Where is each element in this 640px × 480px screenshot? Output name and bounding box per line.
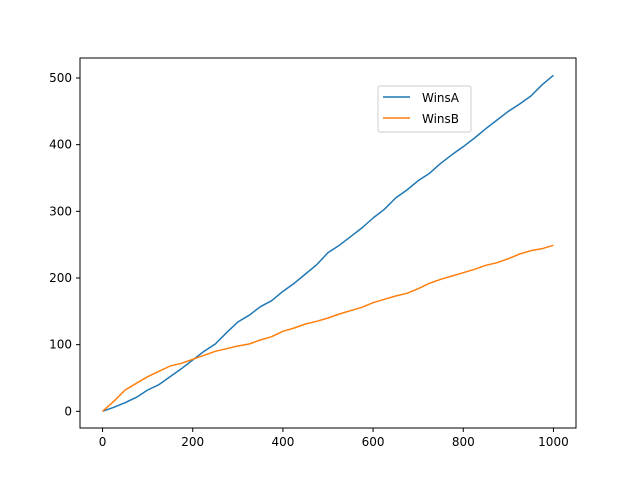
y-tick-label: 100 (49, 338, 72, 352)
x-tick-label: 1000 (538, 435, 569, 449)
series-lines (102, 74, 554, 413)
x-tick-label: 200 (181, 435, 204, 449)
y-tick-label: 200 (49, 271, 72, 285)
x-tick-label: 0 (99, 435, 107, 449)
x-axis-ticks: 0 200 400 600 800 1000 (99, 428, 569, 449)
y-axis-ticks: 0 100 200 300 400 500 (49, 71, 80, 418)
x-tick-label: 400 (271, 435, 294, 449)
y-tick-label: 500 (49, 71, 72, 85)
series-line-winsa (102, 74, 554, 413)
legend: WinsA WinsB (377, 85, 472, 133)
legend-label-winsb: WinsB (422, 112, 459, 126)
series-line-winsb (102, 244, 554, 412)
legend-label-winsa: WinsA (422, 91, 460, 105)
y-tick-label: 300 (49, 204, 72, 218)
y-tick-label: 0 (64, 404, 72, 418)
y-tick-label: 400 (49, 138, 72, 152)
x-tick-label: 600 (362, 435, 385, 449)
axes-frame (79, 57, 577, 429)
x-tick-label: 800 (452, 435, 475, 449)
